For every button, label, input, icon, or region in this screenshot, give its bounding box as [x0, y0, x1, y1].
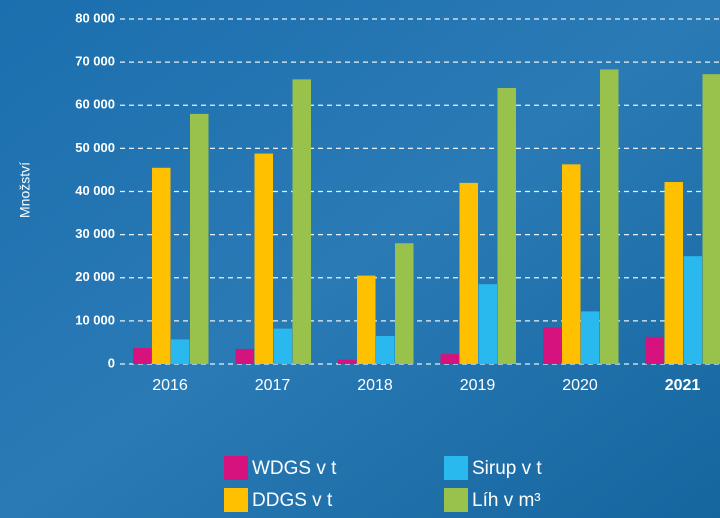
bar: [459, 182, 478, 364]
y-tick-label: 70 000: [75, 54, 115, 69]
legend-swatch: [444, 456, 468, 480]
y-tick-label: 20 000: [75, 269, 115, 284]
bar: [254, 153, 273, 364]
bar: [702, 74, 720, 364]
bar: [235, 348, 254, 364]
bar: [273, 328, 292, 364]
bar: [600, 69, 619, 365]
y-axis-title: Množství: [17, 162, 33, 218]
x-tick-label: 2019: [460, 377, 496, 394]
y-tick-label: 0: [108, 355, 115, 370]
bar: [133, 348, 152, 364]
bar: [562, 164, 581, 364]
bar: [543, 327, 562, 364]
bar: [645, 336, 664, 364]
bar: [664, 182, 683, 364]
bar: [497, 88, 516, 364]
x-tick-label: 2016: [152, 377, 188, 394]
bar: [395, 243, 414, 364]
legend-label: DDGS v t: [252, 490, 333, 511]
y-tick-label: 50 000: [75, 140, 115, 155]
y-tick-label: 10 000: [75, 312, 115, 327]
bar: [338, 359, 357, 364]
bar: [376, 335, 395, 364]
bar: [190, 113, 209, 364]
bar: [581, 311, 600, 364]
x-tick-label: 2017: [255, 377, 291, 394]
bar: [171, 339, 190, 364]
y-tick-label: 30 000: [75, 226, 115, 241]
bar: [357, 275, 376, 364]
legend-label: Líh v m³: [472, 490, 541, 511]
legend-swatch: [224, 488, 248, 512]
legend-label: WDGS v t: [252, 458, 337, 479]
x-tick-label: 2021: [665, 377, 701, 394]
bar: [440, 354, 459, 364]
y-tick-label: 80 000: [75, 10, 115, 25]
bar: [292, 79, 311, 364]
x-tick-label: 2020: [562, 377, 598, 394]
legend-swatch: [224, 456, 248, 480]
bar: [478, 284, 497, 364]
x-tick-label: 2018: [357, 377, 393, 394]
bar: [152, 167, 171, 364]
y-tick-label: 60 000: [75, 97, 115, 112]
legend-label: Sirup v t: [472, 458, 542, 479]
bar: [683, 256, 702, 364]
legend-swatch: [444, 488, 468, 512]
y-tick-label: 40 000: [75, 183, 115, 198]
